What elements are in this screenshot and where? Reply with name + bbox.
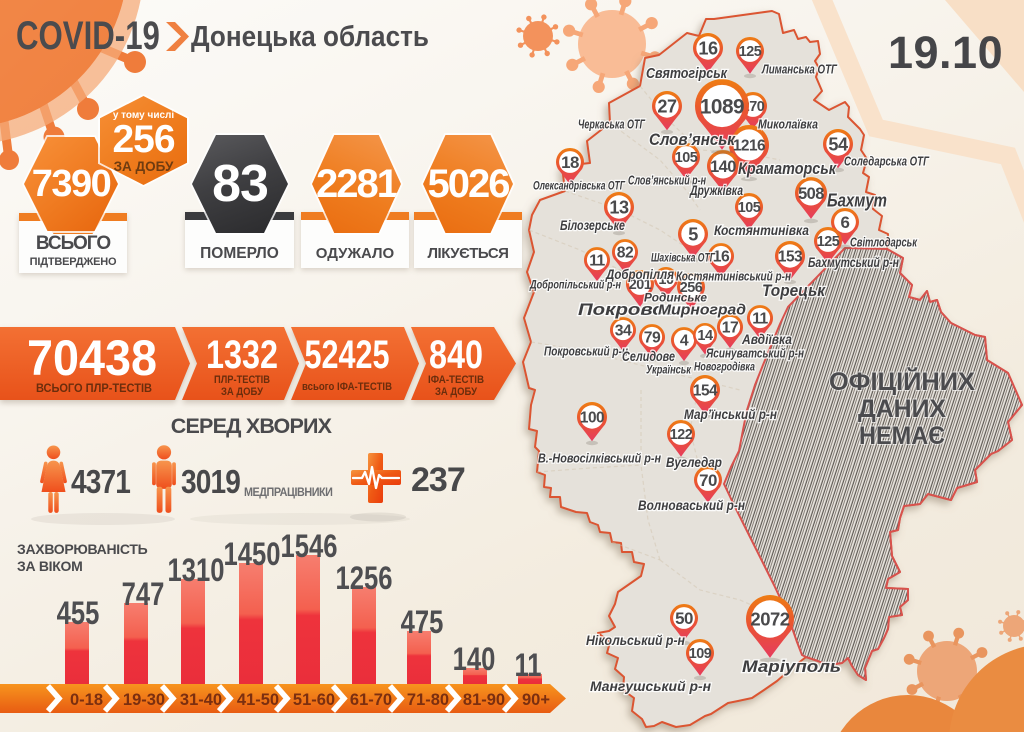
svg-text:41-50: 41-50: [237, 691, 279, 709]
svg-text:Волноваський р-н: Волноваський р-н: [638, 497, 745, 513]
svg-text:70438: 70438: [27, 330, 157, 386]
svg-text:Покровський р-н: Покровський р-н: [544, 344, 628, 359]
svg-text:Новогродівка: Новогродівка: [694, 359, 755, 373]
svg-text:Світлодарськ: Світлодарськ: [850, 235, 918, 250]
svg-text:ЗА ДОБУ: ЗА ДОБУ: [221, 386, 263, 398]
svg-text:125: 125: [739, 44, 762, 60]
svg-text:10: 10: [658, 272, 674, 288]
svg-text:всього ІФА-ТЕСТІВ: всього ІФА-ТЕСТІВ: [302, 381, 392, 393]
svg-text:6: 6: [841, 213, 850, 232]
svg-text:2072: 2072: [750, 609, 789, 630]
svg-text:17: 17: [722, 320, 739, 337]
svg-text:Ясинуватський р-н: Ясинуватський р-н: [705, 346, 804, 361]
svg-text:79: 79: [644, 330, 661, 347]
svg-text:Святогірськ: Святогірськ: [646, 66, 728, 82]
svg-text:Олександрівська ОТГ: Олександрівська ОТГ: [533, 178, 625, 192]
svg-text:125: 125: [817, 234, 840, 250]
svg-text:81-90: 81-90: [463, 691, 505, 709]
svg-text:Бахмутський р-н: Бахмутський р-н: [808, 254, 899, 270]
svg-text:Мангушський р-н: Мангушський р-н: [590, 678, 712, 694]
svg-text:100: 100: [580, 410, 604, 427]
svg-text:Мар’їнський р-н: Мар’їнський р-н: [684, 406, 777, 422]
svg-text:4: 4: [680, 333, 689, 350]
svg-text:0-18: 0-18: [70, 691, 103, 709]
svg-text:ЗА ДОБУ: ЗА ДОБУ: [435, 386, 477, 398]
svg-text:Маріуполь: Маріуполь: [742, 657, 841, 676]
svg-text:54: 54: [828, 135, 848, 155]
svg-text:Слов’янський р-н: Слов’янський р-н: [628, 173, 706, 188]
svg-text:Дружківка: Дружківка: [689, 182, 743, 198]
svg-text:Торецьк: Торецьк: [762, 281, 826, 300]
svg-text:71-80: 71-80: [407, 691, 449, 709]
svg-text:51-60: 51-60: [293, 691, 335, 709]
svg-text:Вугледар: Вугледар: [666, 454, 722, 470]
svg-text:90+: 90+: [522, 691, 550, 709]
svg-text:105: 105: [675, 150, 698, 166]
svg-text:Лиманська ОТГ: Лиманська ОТГ: [761, 62, 838, 77]
svg-text:13: 13: [609, 198, 629, 218]
svg-text:Українськ: Українськ: [646, 362, 692, 376]
svg-text:ВСЬОГО ПЛР-ТЕСТІВ: ВСЬОГО ПЛР-ТЕСТІВ: [36, 381, 152, 395]
svg-text:Добропілля: Добропілля: [605, 266, 674, 282]
svg-text:154: 154: [693, 383, 718, 400]
svg-text:Краматорськ: Краматорськ: [738, 159, 837, 178]
svg-text:19-30: 19-30: [123, 691, 165, 709]
svg-text:Костянтинівка: Костянтинівка: [714, 222, 809, 238]
svg-text:1332: 1332: [206, 333, 278, 377]
svg-text:ОФІЦІЙНИХ: ОФІЦІЙНИХ: [829, 366, 975, 396]
svg-text:Білозерське: Білозерське: [560, 217, 625, 233]
svg-text:16: 16: [698, 39, 718, 59]
svg-text:840: 840: [429, 333, 483, 377]
svg-text:ПЛР-ТЕСТІВ: ПЛР-ТЕСТІВ: [214, 374, 270, 386]
svg-text:5: 5: [688, 225, 698, 245]
svg-text:Черкаська ОТГ: Черкаська ОТГ: [578, 117, 646, 132]
svg-text:140: 140: [710, 158, 736, 176]
svg-text:Селидове: Селидове: [622, 348, 675, 364]
svg-text:14: 14: [697, 328, 713, 344]
svg-text:Покровськ: Покровськ: [578, 300, 688, 319]
svg-text:70: 70: [699, 471, 717, 490]
svg-text:ДАНИХ: ДАНИХ: [858, 395, 946, 423]
svg-text:31-40: 31-40: [180, 691, 222, 709]
svg-text:34: 34: [615, 323, 632, 340]
svg-text:153: 153: [778, 249, 802, 266]
svg-text:105: 105: [738, 200, 761, 216]
svg-text:11: 11: [752, 311, 768, 328]
svg-text:50: 50: [675, 609, 693, 628]
svg-text:201: 201: [629, 277, 652, 293]
svg-text:109: 109: [689, 646, 712, 662]
svg-text:82: 82: [617, 245, 634, 262]
svg-text:Авдіївка: Авдіївка: [741, 331, 792, 347]
svg-text:508: 508: [798, 185, 824, 203]
svg-text:Костянтинівський р-н: Костянтинівський р-н: [676, 269, 791, 284]
svg-text:В.-Новосілківський р-н: В.-Новосілківський р-н: [538, 451, 661, 466]
svg-text:Бахмут: Бахмут: [827, 191, 887, 211]
svg-text:Шахівська ОТГ: Шахівська ОТГ: [651, 250, 715, 264]
svg-text:18: 18: [561, 153, 579, 172]
svg-text:Родинське: Родинське: [644, 290, 707, 304]
svg-text:256: 256: [680, 280, 703, 296]
svg-text:61-70: 61-70: [350, 691, 392, 709]
svg-text:Добропільський р-н: Добропільський р-н: [529, 277, 621, 291]
svg-text:Мирноград: Мирноград: [658, 301, 746, 318]
svg-text:1216: 1216: [733, 138, 765, 155]
svg-text:Соледарська ОТГ: Соледарська ОТГ: [844, 154, 930, 169]
svg-text:1089: 1089: [700, 96, 744, 119]
svg-text:Нікольський р-н: Нікольський р-н: [586, 632, 685, 648]
svg-text:11: 11: [589, 253, 605, 270]
svg-text:27: 27: [657, 97, 677, 117]
svg-text:52425: 52425: [305, 333, 390, 377]
svg-text:122: 122: [670, 427, 693, 443]
svg-text:ІФА-ТЕСТІВ: ІФА-ТЕСТІВ: [428, 374, 484, 386]
svg-text:Миколаївка: Миколаївка: [758, 117, 818, 132]
svg-text:НЕМАЄ: НЕМАЄ: [859, 422, 945, 450]
svg-text:16: 16: [713, 249, 730, 266]
svg-text:Слов’янськ: Слов’янськ: [649, 130, 736, 149]
